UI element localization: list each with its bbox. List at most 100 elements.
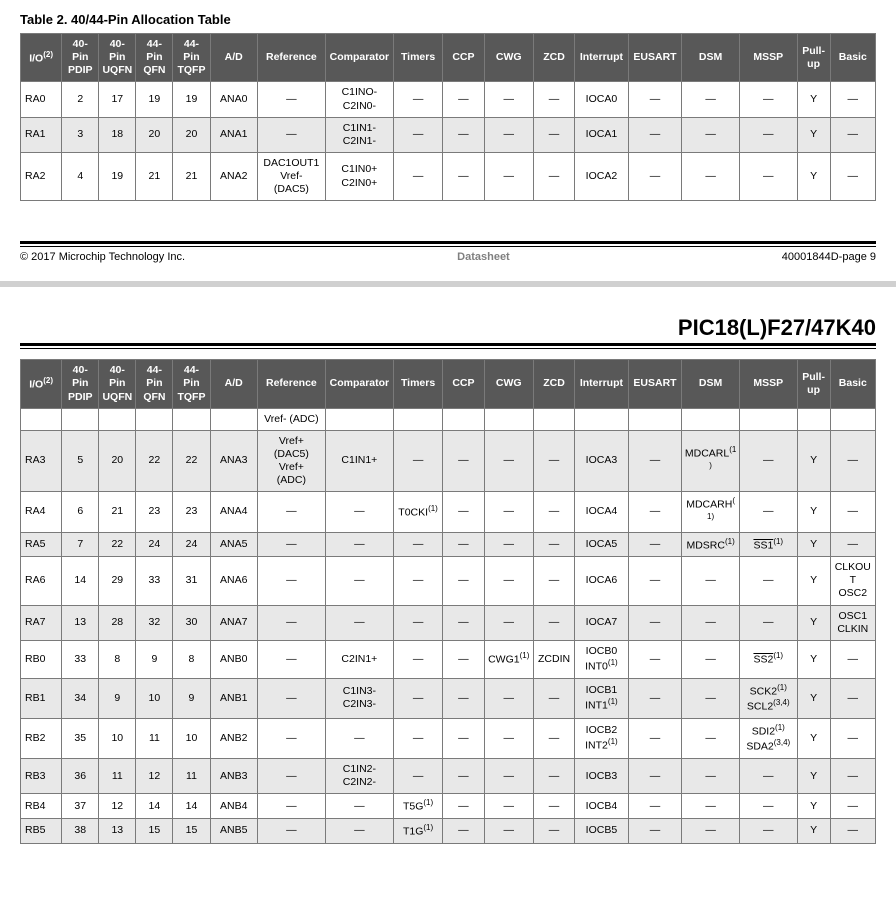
table-cell: 24: [173, 532, 210, 557]
table-cell: —: [533, 82, 574, 117]
table-cell: 2: [62, 82, 99, 117]
table-cell: —: [443, 759, 484, 794]
footer-center: Datasheet: [457, 251, 510, 263]
table-cell: RB4: [21, 794, 62, 819]
table-cell: IOCB4: [575, 794, 629, 819]
table-title: Table 2. 40/44-Pin Allocation Table: [20, 12, 876, 27]
table-cell: —: [628, 759, 682, 794]
column-header: Interrupt: [575, 360, 629, 408]
table-cell: Y: [797, 718, 830, 758]
table-cell: [99, 408, 136, 430]
table-cell: —: [325, 718, 393, 758]
table-cell: OSC1CLKIN: [830, 605, 875, 640]
table-cell: RA3: [21, 430, 62, 492]
column-header: Reference: [257, 34, 325, 82]
table-cell: —: [830, 759, 875, 794]
table-cell: —: [393, 640, 442, 678]
column-header: Basic: [830, 360, 875, 408]
table-cell: 4: [62, 152, 99, 200]
table-cell: 13: [62, 605, 99, 640]
column-header: Reference: [257, 360, 325, 408]
table-cell: —: [533, 818, 574, 843]
footer-page: 40001844D-page 9: [782, 251, 876, 263]
table-cell: Y: [797, 152, 830, 200]
table-cell: —: [443, 532, 484, 557]
table-cell: —: [443, 605, 484, 640]
table-cell: Vref+(DAC5)Vref+(ADC): [257, 430, 325, 492]
table-cell: —: [739, 794, 797, 819]
column-header: Pull-up: [797, 34, 830, 82]
table-cell: IOCA4: [575, 492, 629, 532]
table-cell: —: [739, 492, 797, 532]
column-header: Interrupt: [575, 34, 629, 82]
table-cell: Vref- (ADC): [257, 408, 325, 430]
table-cell: IOCB1INT1(1): [575, 678, 629, 718]
pin-table-top: I/O(2)40-PinPDIP40-PinUQFN44-PinQFN44-Pi…: [20, 33, 876, 201]
table-cell: ANA3: [210, 430, 257, 492]
table-cell: 33: [136, 557, 173, 605]
table-cell: 17: [99, 82, 136, 117]
table-cell: ANA2: [210, 152, 257, 200]
table-cell: RA5: [21, 532, 62, 557]
table-row: RB538131515ANB5——T1G(1)———IOCB5———Y—: [21, 818, 876, 843]
table-cell: 12: [99, 794, 136, 819]
table-cell: —: [443, 430, 484, 492]
table-cell: —: [628, 82, 682, 117]
table-cell: C1IN0+C2IN0+: [325, 152, 393, 200]
table-cell: RB1: [21, 678, 62, 718]
table-cell: ANA6: [210, 557, 257, 605]
table-row: RA35202222ANA3Vref+(DAC5)Vref+(ADC)C1IN1…: [21, 430, 876, 492]
table-cell: —: [484, 492, 533, 532]
table-cell: [21, 408, 62, 430]
table-cell: —: [484, 718, 533, 758]
table-cell: —: [628, 557, 682, 605]
table-cell: —: [484, 82, 533, 117]
table-cell: —: [257, 818, 325, 843]
table-cell: —: [393, 152, 442, 200]
table-cell: 10: [136, 678, 173, 718]
table-cell: RA7: [21, 605, 62, 640]
table-cell: DAC1OUT1Vref-(DAC5): [257, 152, 325, 200]
column-header: I/O(2): [21, 34, 62, 82]
table-cell: —: [739, 759, 797, 794]
table-cell: ANA7: [210, 605, 257, 640]
table-row: RA57222424ANA5——————IOCA5—MDSRC(1)SS1(1)…: [21, 532, 876, 557]
table-row: RA46212323ANA4——T0CKI(1)———IOCA4—MDCARH(…: [21, 492, 876, 532]
column-header: I/O(2): [21, 360, 62, 408]
table-cell: 20: [173, 117, 210, 152]
table-header-row: I/O(2)40-PinPDIP40-PinUQFN44-PinQFN44-Pi…: [21, 360, 876, 408]
footer-rule: [20, 241, 876, 247]
table-cell: —: [393, 532, 442, 557]
table-cell: RA0: [21, 82, 62, 117]
table-cell: —: [533, 678, 574, 718]
table-cell: —: [257, 117, 325, 152]
table-cell: —: [830, 718, 875, 758]
table-cell: 30: [173, 605, 210, 640]
table-cell: —: [682, 759, 740, 794]
table-row: Vref- (ADC): [21, 408, 876, 430]
table-cell: 32: [136, 605, 173, 640]
table-cell: —: [325, 557, 393, 605]
column-header: 40-PinPDIP: [62, 34, 99, 82]
column-header: EUSART: [628, 34, 682, 82]
column-header: Comparator: [325, 360, 393, 408]
table-cell: —: [739, 152, 797, 200]
table-cell: —: [443, 818, 484, 843]
table-cell: —: [533, 152, 574, 200]
table-cell: ANB5: [210, 818, 257, 843]
table-cell: —: [484, 759, 533, 794]
table-cell: —: [739, 117, 797, 152]
table-cell: [575, 408, 629, 430]
table-cell: [210, 408, 257, 430]
table-cell: 11: [99, 759, 136, 794]
table-cell: 12: [136, 759, 173, 794]
table-cell: —: [533, 605, 574, 640]
table-cell: 3: [62, 117, 99, 152]
table-cell: —: [533, 117, 574, 152]
table-cell: —: [443, 82, 484, 117]
table-cell: —: [443, 640, 484, 678]
table-cell: IOCA6: [575, 557, 629, 605]
table-cell: [62, 408, 99, 430]
table-cell: —: [257, 605, 325, 640]
table-cell: IOCA2: [575, 152, 629, 200]
